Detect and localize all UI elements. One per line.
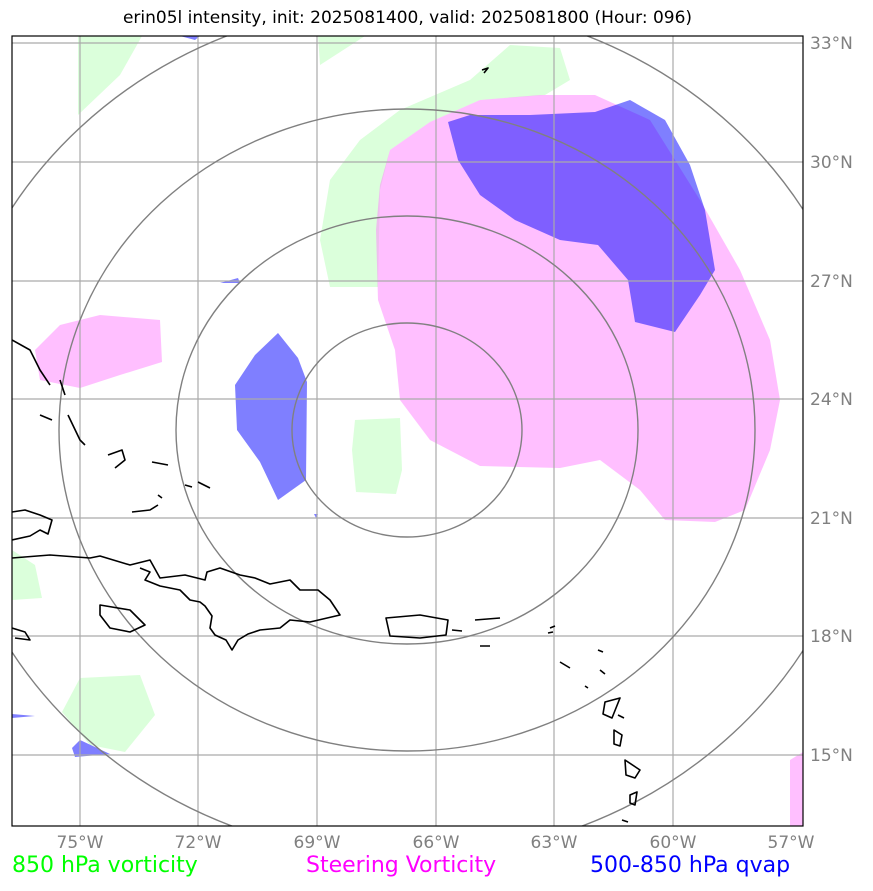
vorticity-850-area — [62, 675, 155, 752]
lat-tick-label: 27°N — [810, 272, 853, 292]
lat-tick-label: 21°N — [810, 509, 853, 529]
lat-tick-labels: 15°N 18°N 21°N 24°N 27°N 30°N 33°N — [810, 34, 853, 766]
lon-tick-label: 57°W — [768, 833, 815, 853]
vorticity-850-area — [320, 45, 570, 287]
qvap-area — [235, 333, 307, 500]
qvap-fields — [12, 36, 715, 757]
vorticity-850-fields — [12, 36, 570, 752]
legend-qvap: 500-850 hPa qvap — [590, 853, 791, 878]
lon-tick-label: 63°W — [531, 833, 578, 853]
lon-tick-label: 66°W — [413, 833, 460, 853]
qvap-area — [180, 36, 200, 40]
lat-tick-label: 30°N — [810, 153, 853, 173]
range-ring — [291, 322, 523, 538]
coastline-bahamas — [12, 339, 211, 513]
legend-850-vorticity: 850 hPa vorticity — [12, 853, 198, 878]
lat-tick-label: 18°N — [810, 627, 853, 647]
lat-tick-label: 24°N — [810, 390, 853, 410]
steering-vorticity-area — [35, 315, 162, 388]
coastline-islet — [481, 67, 489, 74]
steering-vorticity-area — [790, 752, 803, 826]
coastline-puerto-rico — [385, 614, 449, 639]
gridlines — [12, 36, 803, 826]
lon-tick-label: 60°W — [650, 833, 697, 853]
lat-tick-label: 15°N — [810, 746, 853, 766]
coastline-lesser-antilles — [451, 617, 641, 823]
range-ring — [175, 215, 639, 645]
qvap-area — [448, 100, 715, 332]
coastlines — [12, 67, 641, 823]
range-ring — [58, 108, 756, 752]
coastline-hispaniola-cuba — [12, 554, 341, 651]
coastline-jamaica — [99, 604, 146, 633]
lon-tick-label: 72°W — [175, 833, 222, 853]
vorticity-850-area — [78, 36, 142, 115]
lon-tick-label: 75°W — [57, 833, 104, 853]
coastline-islet — [12, 627, 31, 641]
vorticity-850-area — [352, 418, 402, 494]
range-rings — [12, 36, 803, 826]
lon-tick-label: 69°W — [294, 833, 341, 853]
lon-tick-labels: 75°W 72°W 69°W 66°W 63°W 60°W 57°W — [57, 833, 815, 853]
map-frame — [11, 35, 804, 827]
vorticity-850-area — [12, 550, 42, 600]
lat-tick-label: 33°N — [810, 34, 853, 54]
coastline-cuba-east — [12, 509, 53, 541]
qvap-area — [12, 714, 35, 718]
legend-steering-vorticity: Steering Vorticity — [306, 853, 497, 878]
figure-title: erin05l intensity, init: 2025081400, val… — [122, 8, 693, 28]
qvap-area — [72, 740, 110, 757]
